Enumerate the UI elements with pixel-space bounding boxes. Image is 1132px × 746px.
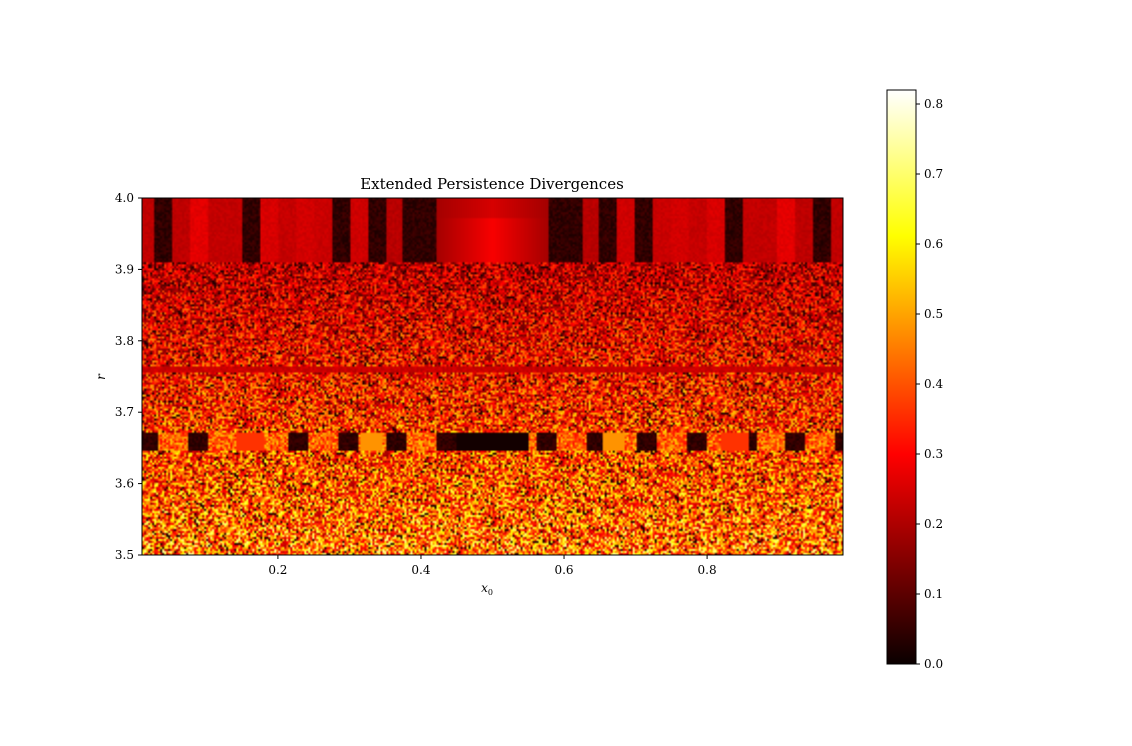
heatmap-image [142,198,843,555]
colorbar-tick-label: 0.6 [924,237,943,251]
x-axis-label-subscript: 0 [488,588,493,597]
colorbar-tick-label: 0.1 [924,587,943,601]
x-axis: 0.2 0.4 0.6 0.8 [268,555,717,577]
x-tick-label: 0.4 [411,563,430,577]
colorbar-tick-label: 0.7 [924,167,943,181]
x-tick-label: 0.6 [554,563,573,577]
y-tick-label: 3.5 [115,548,134,562]
colorbar-gradient [887,90,916,664]
plot-frame [141,197,844,556]
y-axis: 3.5 3.6 3.7 3.8 3.9 4.0 [115,191,142,562]
colorbar-tick-label: 0.8 [924,97,943,111]
colorbar-tick-label: 0.0 [924,657,943,671]
x-axis-label-main: x [481,581,488,595]
colorbar-tick-label: 0.2 [924,517,943,531]
colorbar-tick-label: 0.3 [924,447,943,461]
colorbar-tick-label: 0.4 [924,377,943,391]
x-tick-label: 0.2 [268,563,287,577]
y-tick-label: 3.8 [115,334,134,348]
x-tick-label: 0.8 [698,563,717,577]
heatmap-plot [141,197,844,556]
chart-title: Extended Persistence Divergences [360,175,624,193]
colorbar-frame [886,89,917,665]
colorbar-tick-label: 0.5 [924,307,943,321]
x-axis-label: x0 [481,581,493,597]
colorbar: 0.0 0.1 0.2 0.3 0.4 0.5 0.6 0.7 0.8 [886,89,943,671]
y-tick-label: 3.6 [115,477,134,491]
y-tick-label: 3.9 [115,262,134,276]
y-axis-label: r [94,373,108,380]
y-tick-label: 4.0 [115,191,134,205]
colorbar-ticks: 0.0 0.1 0.2 0.3 0.4 0.5 0.6 0.7 0.8 [916,97,943,671]
y-tick-label: 3.7 [115,405,134,419]
